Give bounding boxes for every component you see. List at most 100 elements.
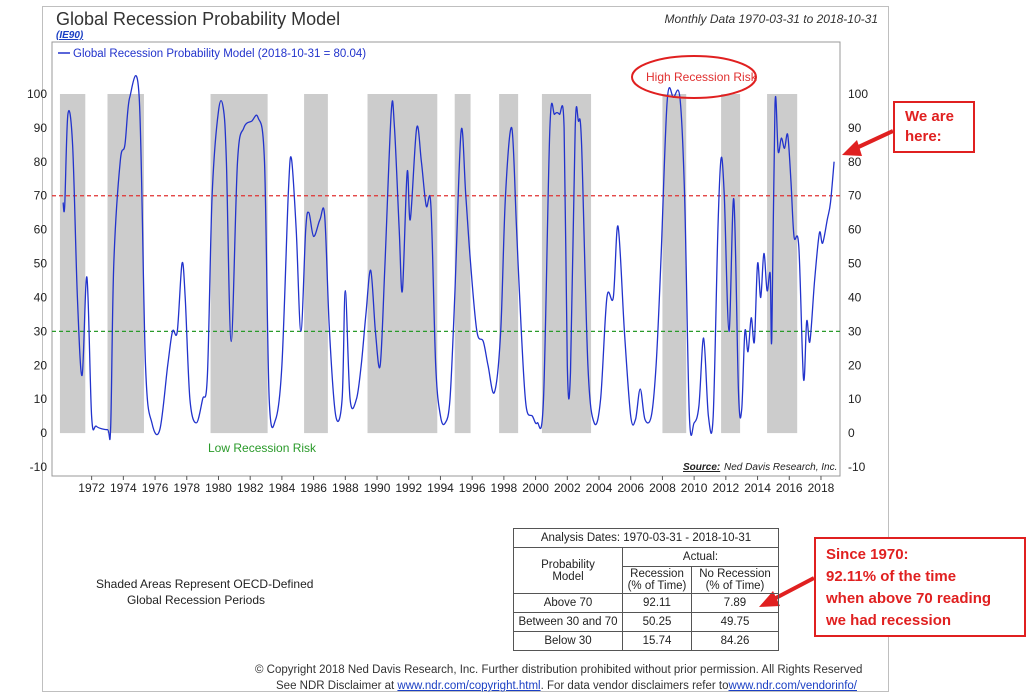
y-tick-label-left: -10 bbox=[30, 460, 48, 474]
col-model-header-line2: Model bbox=[552, 570, 584, 583]
recession-shade bbox=[721, 94, 741, 434]
y-tick-label-left: 50 bbox=[34, 257, 48, 271]
x-tick-label: 2008 bbox=[649, 481, 676, 495]
x-tick-label: 1982 bbox=[237, 481, 264, 495]
y-tick-label-right: 20 bbox=[848, 358, 862, 372]
we-are-here-line1: We are bbox=[905, 108, 954, 125]
x-tick-label: 1988 bbox=[332, 481, 359, 495]
copyright-text: © Copyright 2018 Ned Davis Research, Inc… bbox=[255, 664, 863, 676]
recession-shade bbox=[767, 94, 798, 434]
vendorinfo-link[interactable]: www.ndr.com/vendorinfo/ bbox=[728, 680, 857, 692]
row-no-recession: 49.75 bbox=[691, 612, 779, 632]
y-tick-label-right: 50 bbox=[848, 257, 862, 271]
y-tick-label-right: 0 bbox=[848, 426, 855, 440]
y-tick-label-right: 60 bbox=[848, 223, 862, 237]
source-label: Source: bbox=[683, 462, 720, 473]
date-range: Monthly Data 1970-03-31 to 2018-10-31 bbox=[664, 12, 878, 26]
y-tick-label-left: 40 bbox=[34, 290, 48, 304]
y-tick-label-left: 30 bbox=[34, 324, 48, 338]
col-recession-line2: (% of Time) bbox=[627, 580, 687, 592]
analysis-title: Analysis Dates: 1970-03-31 - 2018-10-31 bbox=[513, 528, 779, 548]
recession-shade bbox=[454, 94, 471, 434]
y-tick-label-left: 10 bbox=[34, 392, 48, 406]
since-1970-callout: Since 1970: 92.11% of the time when abov… bbox=[814, 537, 1026, 637]
series-line-recession-probability bbox=[62, 75, 835, 441]
x-tick-label: 1992 bbox=[395, 481, 422, 495]
x-tick-label: 1980 bbox=[205, 481, 232, 495]
arrow-we-are-here bbox=[842, 129, 894, 156]
row-label: Between 30 and 70 bbox=[513, 612, 623, 632]
x-tick-label: 1994 bbox=[427, 481, 454, 495]
table-row: Below 30 15.74 84.26 bbox=[513, 631, 779, 651]
col-model-header-line1: Probability bbox=[541, 558, 595, 571]
plot-area-border bbox=[51, 41, 841, 477]
copyright-link[interactable]: www.ndr.com/copyright.html bbox=[397, 680, 541, 692]
x-tick-label: 2016 bbox=[776, 481, 803, 495]
shaded-areas-note: Shaded Areas Represent OECD-Defined Glob… bbox=[96, 576, 313, 608]
y-tick-label-left: 100 bbox=[27, 87, 47, 101]
x-tick-label: 2002 bbox=[554, 481, 581, 495]
high-risk-label: High Recession Risk bbox=[646, 70, 758, 84]
since-line3: when above 70 reading bbox=[826, 590, 992, 607]
x-tick-label: 1996 bbox=[459, 481, 486, 495]
y-tick-label-left: 0 bbox=[40, 426, 47, 440]
x-tick-label: 1986 bbox=[300, 481, 327, 495]
recession-shade bbox=[210, 94, 268, 434]
table-row: Above 70 92.11 7.89 bbox=[513, 593, 779, 613]
row-no-recession: 7.89 bbox=[691, 593, 779, 613]
x-tick-label: 1998 bbox=[491, 481, 518, 495]
row-recession: 92.11 bbox=[622, 593, 692, 613]
table-row: Between 30 and 70 50.25 49.75 bbox=[513, 612, 779, 632]
x-tick-label: 1974 bbox=[110, 481, 137, 495]
y-axis-left: -10 0 10 20 30 40 50 60 70 80 90 100 bbox=[27, 87, 47, 474]
recession-shading bbox=[59, 94, 798, 434]
x-tick-label: 2012 bbox=[712, 481, 739, 495]
y-tick-label-right: -10 bbox=[848, 460, 866, 474]
row-label: Below 30 bbox=[513, 631, 623, 651]
col-model-header: Probability Model bbox=[513, 547, 623, 594]
x-tick-label: 2006 bbox=[617, 481, 644, 495]
x-tick-label: 1976 bbox=[142, 481, 169, 495]
x-tick-label: 2018 bbox=[808, 481, 835, 495]
x-tick-label: 1990 bbox=[364, 481, 391, 495]
since-line2: 92.11% of the time bbox=[826, 568, 957, 585]
we-are-here-line2: here: bbox=[905, 128, 942, 145]
y-axis-right: -10 0 10 20 30 40 50 60 70 80 90 100 bbox=[848, 87, 868, 474]
x-tick-label: 1984 bbox=[269, 481, 296, 495]
recession-shade bbox=[499, 94, 519, 434]
shaded-note-line2: Global Recession Periods bbox=[126, 593, 266, 607]
we-are-here-callout: We are here: bbox=[893, 101, 975, 153]
y-tick-label-right: 90 bbox=[848, 121, 862, 135]
row-recession: 15.74 bbox=[622, 631, 692, 651]
col-recession-header: Recession (% of Time) bbox=[622, 566, 692, 594]
x-tick-label: 2004 bbox=[586, 481, 613, 495]
col-recession-line1: Recession bbox=[630, 568, 684, 580]
disclaimer-text: See NDR Disclaimer at www.ndr.com/copyri… bbox=[276, 680, 857, 692]
y-tick-label-left: 70 bbox=[34, 189, 48, 203]
recession-shade bbox=[107, 94, 144, 434]
recession-shade bbox=[662, 94, 687, 434]
x-tick-label: 2010 bbox=[681, 481, 708, 495]
since-line1: Since 1970: bbox=[826, 546, 909, 563]
y-tick-label-right: 30 bbox=[848, 324, 862, 338]
x-tick-label: 1972 bbox=[78, 481, 105, 495]
y-tick-label-right: 70 bbox=[848, 189, 862, 203]
y-tick-label-left: 20 bbox=[34, 358, 48, 372]
y-tick-label-left: 60 bbox=[34, 223, 48, 237]
col-no-recession-header: No Recession (% of Time) bbox=[691, 566, 779, 594]
recession-shade bbox=[367, 94, 438, 434]
disclaimer-mid: . For data vendor disclaimers refer to bbox=[540, 680, 729, 692]
high-risk-ellipse bbox=[631, 55, 757, 99]
y-tick-label-right: 80 bbox=[848, 155, 862, 169]
legend-label: Global Recession Probability Model (2018… bbox=[73, 48, 366, 60]
since-line4: we had recession bbox=[826, 612, 952, 629]
col-no-recession-line1: No Recession bbox=[699, 568, 771, 580]
recession-shade bbox=[304, 94, 328, 434]
row-label: Above 70 bbox=[513, 593, 623, 613]
y-tick-label-left: 80 bbox=[34, 155, 48, 169]
row-no-recession: 84.26 bbox=[691, 631, 779, 651]
y-tick-label-left: 90 bbox=[34, 121, 48, 135]
y-tick-label-right: 100 bbox=[848, 87, 868, 101]
disclaimer-prefix: See NDR Disclaimer at bbox=[276, 680, 398, 692]
